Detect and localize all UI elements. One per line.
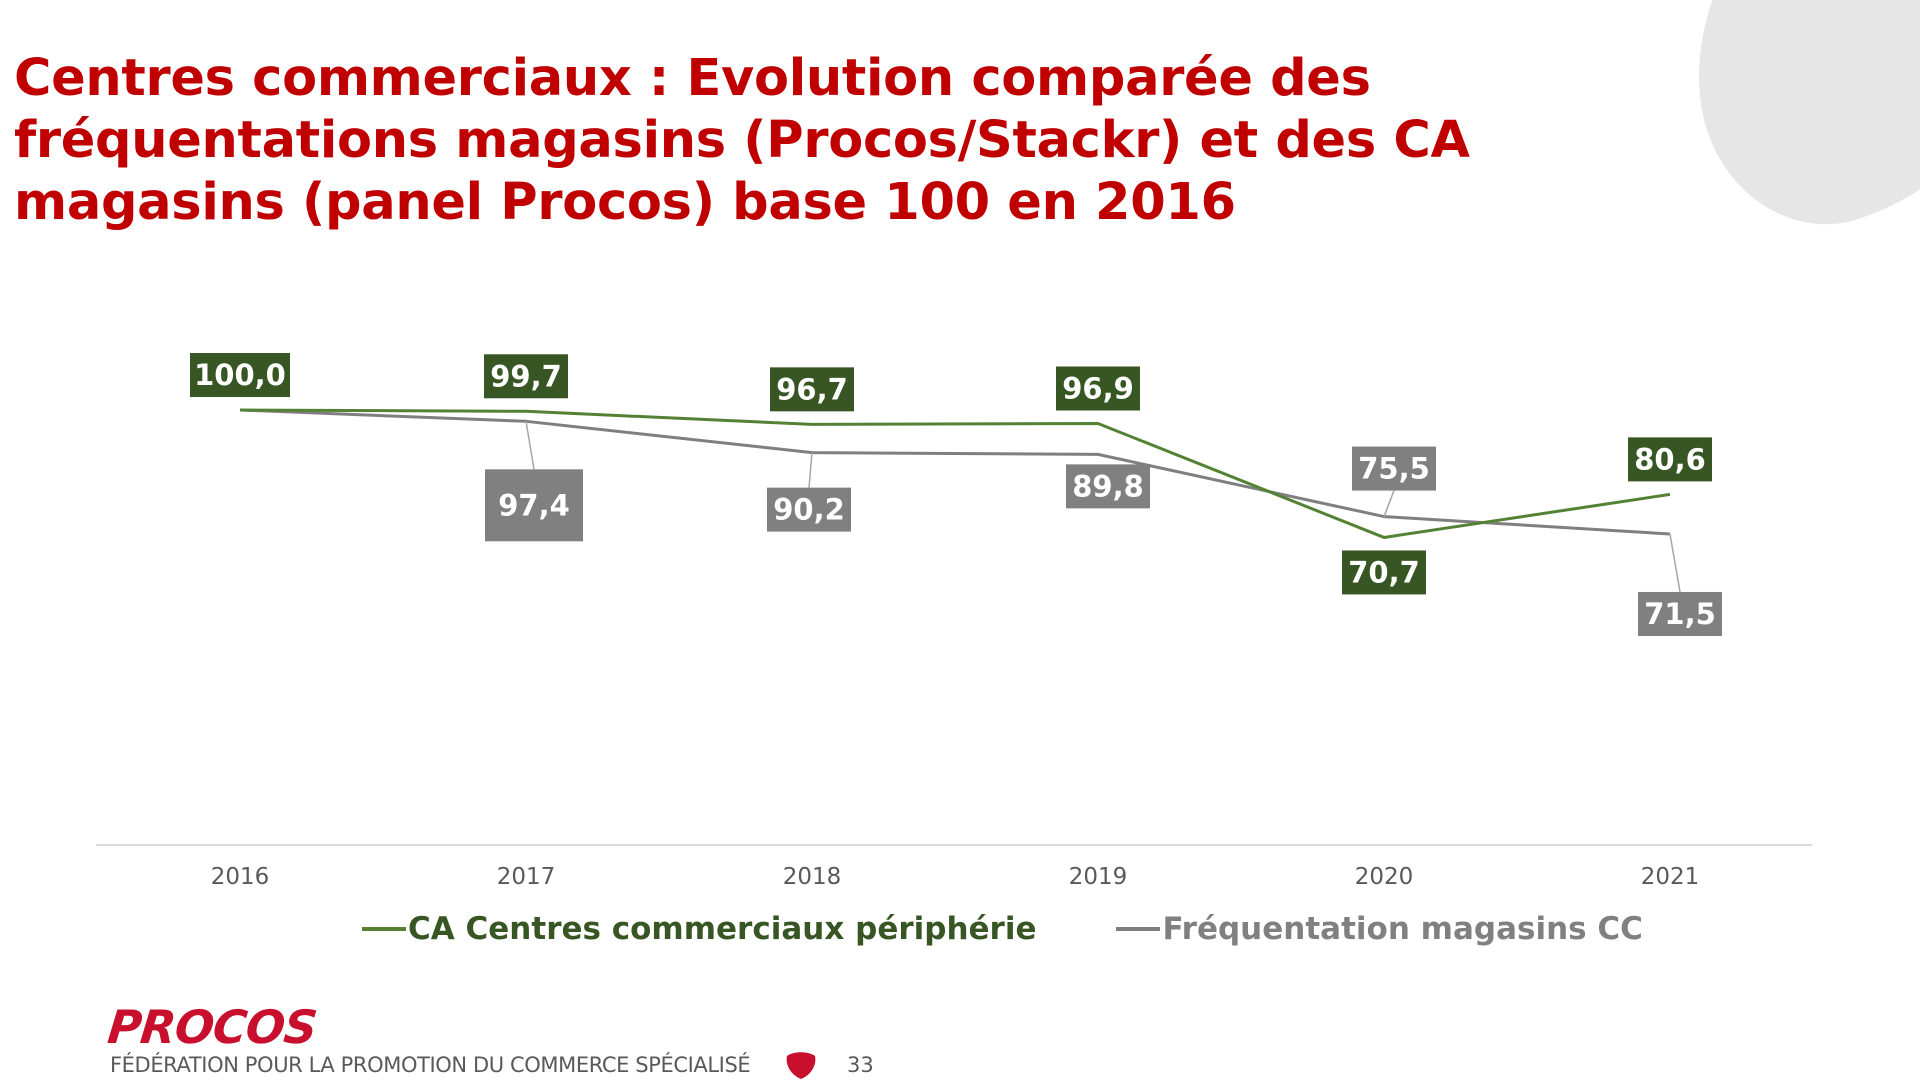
x-tick-label: 2016 <box>211 864 270 890</box>
data-label: 99,7 <box>490 359 562 393</box>
data-label: 71,5 <box>1644 597 1716 631</box>
leader-line <box>808 452 813 488</box>
page-number: 33 <box>847 1053 874 1077</box>
data-label: 90,2 <box>773 493 845 527</box>
chart-leader-lines <box>525 421 1681 593</box>
data-label: 100,0 <box>194 358 286 392</box>
logo-text: PROCOS <box>105 1000 320 1054</box>
chart-legend: CA Centres commerciaux périphérie Fréque… <box>362 906 1723 952</box>
x-tick-label: 2018 <box>783 864 842 890</box>
data-label-box <box>1056 366 1140 411</box>
data-label: 97,4 <box>498 488 570 522</box>
series-line-1 <box>239 408 1671 536</box>
data-label: 70,7 <box>1348 555 1420 589</box>
x-tick-label: 2019 <box>1069 864 1128 890</box>
data-label-box <box>484 354 568 399</box>
data-label: 80,6 <box>1634 442 1706 476</box>
chart-data-labels: 97,4 90,2 89,8 75,5 71,5 100,0 99,7 96,7 96,9 70,… <box>190 353 1722 636</box>
data-label: 96,9 <box>1062 371 1134 405</box>
data-label-box <box>485 469 583 542</box>
data-label: 89,8 <box>1072 469 1144 503</box>
data-label: 96,7 <box>776 372 848 406</box>
data-label-box <box>767 487 851 532</box>
slide-title: Centres commerciaux : Evolution comparée… <box>14 49 1470 232</box>
leader-line <box>525 421 535 470</box>
data-label-box <box>1352 446 1436 491</box>
leader-line <box>1669 533 1681 593</box>
series-line-0 <box>239 408 1671 539</box>
data-label-box <box>1066 464 1150 509</box>
leader-line <box>1383 490 1395 517</box>
legend-label-ca: CA Centres commerciaux périphérie <box>408 911 1037 947</box>
x-tick-label: 2017 <box>497 864 556 890</box>
data-label-box <box>1638 591 1722 636</box>
legend-label-frequentation: Fréquentation magasins CC <box>1162 911 1643 947</box>
chart-series-lines <box>239 408 1671 539</box>
legend-swatch-ca <box>362 927 406 931</box>
data-label-box <box>1342 550 1426 595</box>
x-tick-label: 2021 <box>1641 864 1700 890</box>
legend-item-ca: CA Centres commerciaux périphérie <box>362 911 1036 947</box>
x-tick-label: 2020 <box>1355 864 1414 890</box>
data-label-box <box>190 353 290 397</box>
procos-logo: PROCOS <box>105 1000 320 1054</box>
data-label: 75,5 <box>1358 452 1430 486</box>
legend-item-frequentation: Fréquentation magasins CC <box>1116 911 1643 947</box>
data-label-box <box>770 367 854 412</box>
footer-tagline: FÉDÉRATION POUR LA PROMOTION DU COMMERCE… <box>110 1053 751 1077</box>
data-label-box <box>1628 437 1712 482</box>
chart-x-ticks: 2016 2017 2018 2019 2020 2021 <box>211 864 1700 890</box>
decorative-blob-shape <box>1698 0 1920 225</box>
legend-swatch-frequentation <box>1116 927 1161 931</box>
footer-heart-icon <box>786 1052 816 1079</box>
